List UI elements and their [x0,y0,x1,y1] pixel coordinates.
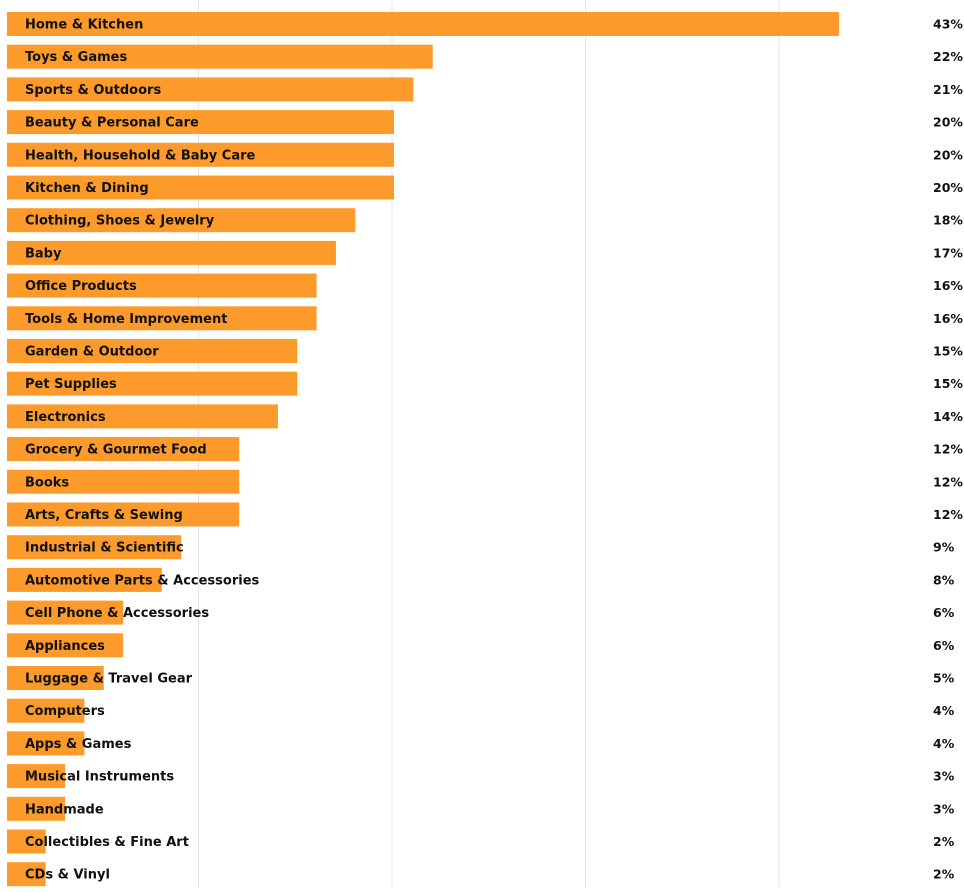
value-label: 2% [933,867,955,882]
value-label: 20% [933,180,963,195]
bar [7,404,278,429]
bar [7,764,66,789]
category-label: Computers [25,704,105,719]
bar [7,600,124,625]
category-label: Apps & Games [25,737,132,752]
bar [7,731,85,756]
value-label: 22% [933,49,963,64]
value-label: 15% [933,376,963,391]
value-label: 3% [933,769,955,784]
bar [7,110,394,135]
category-label: Pet Supplies [25,377,117,392]
value-label: 16% [933,278,963,293]
category-label: Sports & Outdoors [25,83,161,98]
category-label: Books [25,475,69,490]
bar [7,175,394,200]
category-label: Health, Household & Baby Care [25,148,256,163]
category-label: Arts, Crafts & Sewing [25,508,183,523]
category-label: Beauty & Personal Care [25,116,199,131]
bar [7,44,433,69]
bar [7,142,394,167]
value-label: 43% [933,17,963,32]
value-label: 21% [933,82,963,97]
value-label: 2% [933,834,955,849]
bar [7,306,317,331]
bar [7,829,46,854]
category-label: Luggage & Travel Gear [25,672,193,687]
bar [7,796,66,821]
category-label: Collectibles & Fine Art [25,835,189,850]
value-label: 12% [933,507,963,522]
value-label: 14% [933,409,963,424]
bar [7,666,104,690]
bar [7,240,336,265]
category-label: Industrial & Scientific [25,541,184,556]
category-label: Musical Instruments [25,770,174,785]
category-label: Automotive Parts & Accessories [25,573,260,588]
bar [7,633,124,658]
category-label: Baby [25,246,62,261]
bar [7,862,46,887]
value-label: 12% [933,474,963,489]
value-label: 9% [933,540,955,555]
category-labels: Home & Kitchen Toys & Games Sports & Outdo… [25,18,260,883]
bar [7,208,356,233]
bar [7,437,240,462]
value-label: 6% [933,638,955,653]
category-label: Clothing, Shoes & Jewelry [25,214,215,229]
category-label: CDs & Vinyl [25,868,110,883]
category-label: Kitchen & Dining [25,181,149,196]
value-label: 4% [933,736,955,751]
bar [7,698,85,723]
category-label: Home & Kitchen [25,18,143,33]
bar [7,273,317,298]
value-labels: 43% 22% 21% 20% 20% 20% 18% 17% 16% 16% 15% 15% 14% 1… [933,17,963,882]
bar [7,567,162,592]
bar [7,339,298,363]
category-label: Electronics [25,410,106,425]
value-label: 5% [933,671,955,686]
category-label: Handmade [25,802,104,817]
value-label: 12% [933,442,963,457]
value-label: 18% [933,213,963,228]
bar [7,469,240,494]
bar [7,502,240,527]
bar [7,77,414,102]
bars [7,12,840,887]
category-label: Toys & Games [25,50,127,65]
value-label: 20% [933,147,963,162]
category-label: Garden & Outdoor [25,345,159,360]
value-label: 17% [933,245,963,260]
value-label: 6% [933,605,955,620]
value-label: 16% [933,311,963,326]
category-label: Cell Phone & Accessories [25,606,209,621]
bar [7,535,182,560]
value-label: 15% [933,344,963,359]
bar [7,12,840,36]
value-label: 8% [933,572,955,587]
category-label: Appliances [25,639,105,654]
value-label: 20% [933,115,963,130]
category-label: Office Products [25,279,137,294]
value-label: 3% [933,801,955,816]
bar [7,371,298,396]
category-label: Grocery & Gourmet Food [25,443,207,458]
category-label: Tools & Home Improvement [25,312,227,327]
value-label: 4% [933,703,955,718]
